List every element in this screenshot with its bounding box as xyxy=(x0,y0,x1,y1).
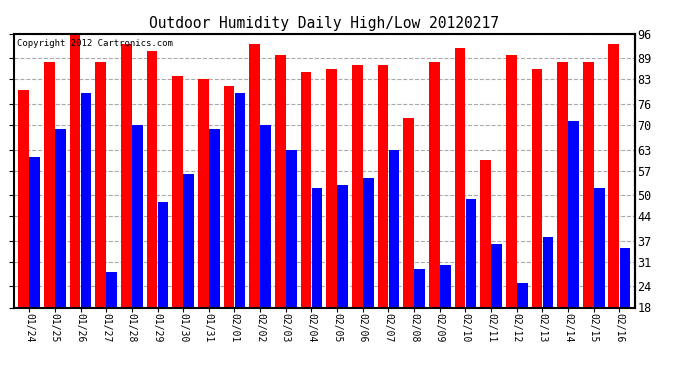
Bar xyxy=(542,237,553,370)
Bar xyxy=(19,90,29,370)
Bar xyxy=(106,272,117,370)
Bar xyxy=(609,44,620,370)
Bar xyxy=(235,93,246,370)
Bar xyxy=(70,30,81,370)
Bar xyxy=(157,202,168,370)
Bar xyxy=(132,125,143,370)
Bar xyxy=(29,157,40,370)
Bar xyxy=(249,44,260,370)
Bar xyxy=(301,72,311,370)
Bar xyxy=(558,62,568,370)
Bar xyxy=(312,188,322,370)
Text: Copyright 2012 Cartronics.com: Copyright 2012 Cartronics.com xyxy=(17,39,172,48)
Bar xyxy=(429,62,440,370)
Bar xyxy=(184,174,194,370)
Bar xyxy=(121,44,132,370)
Bar xyxy=(95,62,106,370)
Bar xyxy=(224,86,235,370)
Bar xyxy=(414,269,425,370)
Bar xyxy=(506,55,517,370)
Bar xyxy=(388,150,400,370)
Bar xyxy=(260,125,271,370)
Bar xyxy=(172,76,183,370)
Bar xyxy=(209,129,219,370)
Bar xyxy=(568,122,579,370)
Bar xyxy=(326,69,337,370)
Bar xyxy=(517,283,528,370)
Bar xyxy=(44,62,55,370)
Bar xyxy=(491,244,502,370)
Bar xyxy=(583,62,593,370)
Bar xyxy=(455,48,465,370)
Bar xyxy=(440,266,451,370)
Bar xyxy=(198,80,208,370)
Bar xyxy=(403,118,414,370)
Bar xyxy=(480,160,491,370)
Bar xyxy=(275,55,286,370)
Bar xyxy=(531,69,542,370)
Bar xyxy=(594,188,604,370)
Bar xyxy=(377,65,388,370)
Bar xyxy=(363,178,374,370)
Bar xyxy=(146,51,157,370)
Bar xyxy=(81,93,91,370)
Bar xyxy=(55,129,66,370)
Bar xyxy=(337,184,348,370)
Title: Outdoor Humidity Daily High/Low 20120217: Outdoor Humidity Daily High/Low 20120217 xyxy=(149,16,500,31)
Bar xyxy=(466,199,476,370)
Bar xyxy=(620,248,630,370)
Bar xyxy=(352,65,363,370)
Bar xyxy=(286,150,297,370)
